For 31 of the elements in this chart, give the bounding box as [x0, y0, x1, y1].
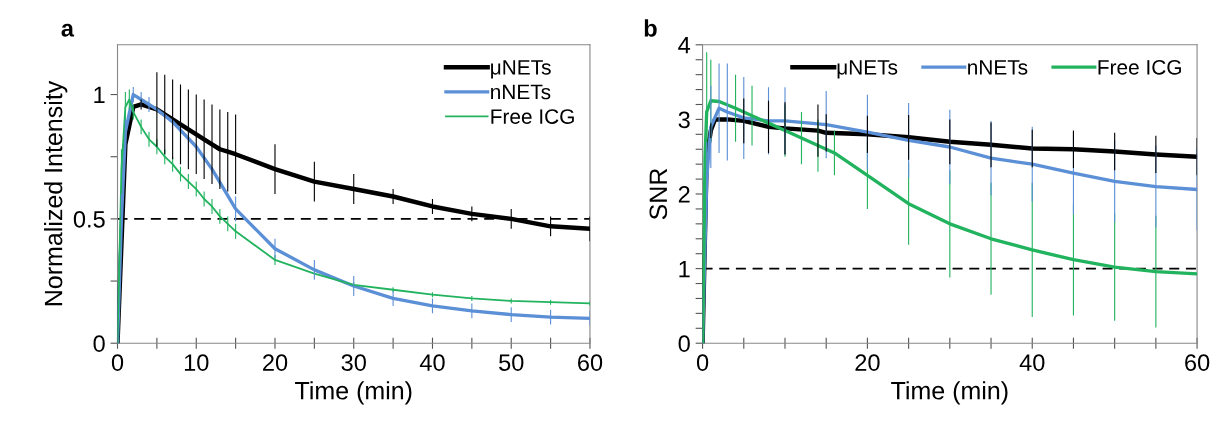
y-tick-label: 1: [94, 86, 105, 104]
x-tick-label: 40: [1019, 354, 1045, 371]
x-tick-label: 30: [341, 354, 366, 371]
x-tick-label: 20: [855, 354, 880, 371]
legend-label: μNETs: [837, 60, 898, 79]
x-tick-label: 60: [1185, 354, 1210, 371]
x-tick-label: 0: [696, 354, 709, 371]
y-axis-title: Normalized Intensity: [44, 80, 68, 306]
x-tick-label: 40: [419, 354, 445, 371]
chart-title: b: [644, 19, 657, 37]
y-tick-label: 4: [678, 37, 691, 54]
x-axis-title: Time (min): [891, 381, 1008, 405]
y-tick-label: 1: [679, 260, 690, 278]
legend-label: μNETs: [491, 60, 551, 79]
y-axis-title: SNR: [649, 168, 668, 220]
legend-label: nNETs: [968, 60, 1028, 75]
legend-label: Free ICG: [1098, 59, 1181, 75]
x-tick-label: 10: [184, 354, 209, 371]
y-tick-label: 0: [93, 335, 105, 352]
x-tick-label: 0: [111, 354, 124, 371]
legend-label: nNETs: [491, 84, 551, 100]
x-tick-label: 20: [263, 354, 288, 371]
y-tick-label: 3: [678, 111, 690, 129]
x-tick-label: 60: [578, 354, 603, 371]
legend-label: Free ICG: [491, 109, 574, 124]
chart-title: a: [61, 23, 75, 37]
y-tick-label: 0: [678, 335, 690, 352]
x-tick-label: 50: [499, 354, 524, 371]
x-axis-title: Time (min): [295, 381, 412, 405]
y-tick-label: 2: [678, 186, 690, 203]
y-tick-label: 0.5: [73, 210, 105, 228]
